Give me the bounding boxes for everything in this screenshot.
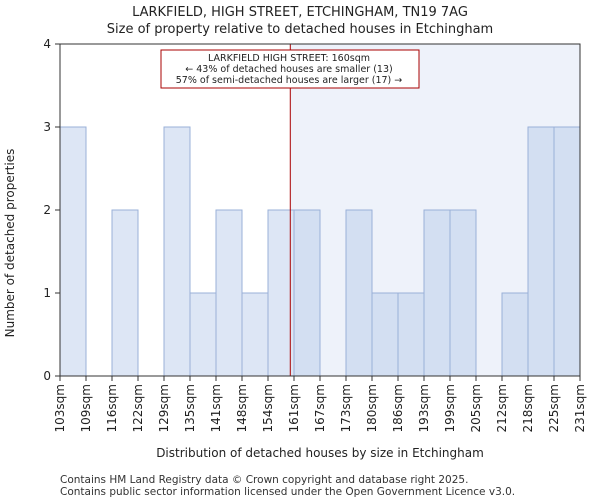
annotation-line-3: 57% of semi-detached houses are larger (… [176,75,403,86]
bars-group [59,126,581,377]
y-axis-label: Number of detached properties [3,149,17,338]
x-tick-label: 167sqm [313,384,327,432]
bar-218sqm [527,126,555,377]
annotation-box: LARKFIELD HIGH STREET: 160sqm ← 43% of d… [160,49,420,89]
x-tick-label: 180sqm [365,384,379,432]
x-tick-label: 231sqm [573,384,587,432]
bar-135sqm [189,292,217,377]
bar-199sqm [449,209,477,377]
bar-212sqm [501,292,529,377]
chart-title: LARKFIELD, HIGH STREET, ETCHINGHAM, TN19… [132,5,468,20]
x-tick-label: 129sqm [157,384,171,432]
x-tick-label: 103sqm [53,384,67,432]
x-axis: 103sqm 109sqm 116sqm 122sqm 129sqm 135sqm 141s… [53,376,587,432]
bar-186sqm [397,292,425,377]
x-tick-label: 199sqm [443,384,457,432]
chart-subtitle: Size of property relative to detached ho… [106,22,494,37]
x-tick-label: 116sqm [105,384,119,432]
x-tick-label: 218sqm [521,384,535,432]
x-tick-label: 225sqm [547,384,561,432]
x-tick-label: 161sqm [287,384,301,432]
annotation-line-1: LARKFIELD HIGH STREET: 160sqm [208,53,370,64]
x-tick-label: 154sqm [261,384,275,432]
x-tick-label: 205sqm [469,384,483,432]
annotation-line-2: ← 43% of detached houses are smaller (13… [185,64,392,75]
bar-225sqm [553,126,581,377]
y-axis: 0 1 2 3 4 [43,37,60,383]
bar-173sqm [345,209,373,377]
x-tick-label: 173sqm [339,384,353,432]
bar-148sqm [241,292,269,377]
y-tick-label: 4 [43,37,51,51]
x-tick-label: 212sqm [495,384,509,432]
footer-licence: Contains public sector information licen… [60,486,516,498]
x-tick-label: 193sqm [417,384,431,432]
bar-141sqm [215,209,243,377]
y-tick-label: 2 [43,203,51,217]
y-tick-label: 3 [43,120,51,134]
bar-129sqm [163,126,191,377]
x-tick-label: 141sqm [209,384,223,432]
bar-116sqm [111,209,139,377]
y-tick-label: 1 [43,286,51,300]
bar-161sqm [293,209,321,377]
bar-103sqm [59,126,87,377]
x-axis-label: Distribution of detached houses by size … [156,446,484,460]
x-tick-label: 186sqm [391,384,405,432]
x-tick-label: 109sqm [79,384,93,432]
bar-193sqm [423,209,451,377]
x-tick-label: 135sqm [183,384,197,432]
bar-180sqm [371,292,399,377]
y-tick-label: 0 [43,369,51,383]
x-tick-label: 148sqm [235,384,249,432]
x-tick-label: 122sqm [131,384,145,432]
footer-copyright: Contains HM Land Registry data © Crown c… [60,474,469,486]
